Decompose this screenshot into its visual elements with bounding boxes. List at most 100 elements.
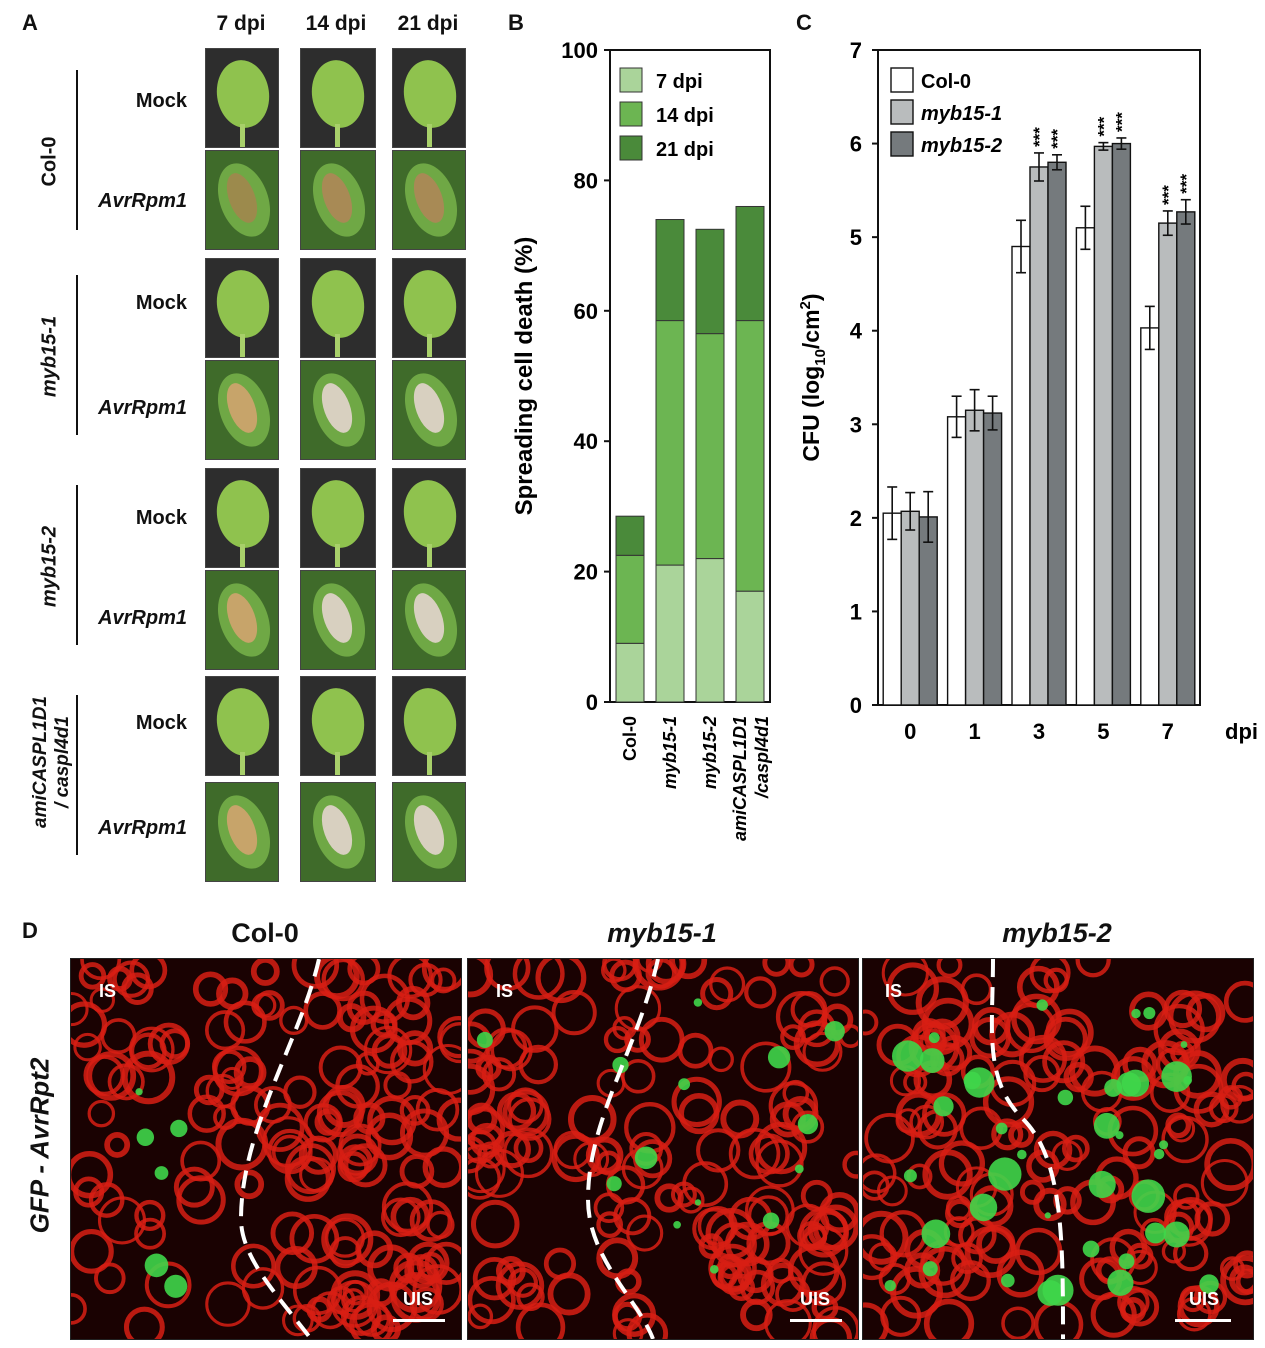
y-axis-label-part: CFU (log xyxy=(798,366,824,462)
gfp-signal xyxy=(1104,1079,1123,1097)
cell-outline xyxy=(775,1276,811,1312)
cell-outline xyxy=(129,1032,167,1070)
gfp-signal xyxy=(673,1220,681,1229)
y-tick-label: 0 xyxy=(850,693,862,718)
micrograph-image xyxy=(71,959,461,1339)
cell-outline xyxy=(601,959,627,984)
cell-outline xyxy=(387,959,433,999)
cell-outline xyxy=(87,1099,116,1128)
gfp-signal xyxy=(634,1146,658,1170)
y-tick-label: 0 xyxy=(586,690,598,715)
cell-outline xyxy=(949,1260,991,1302)
cell-outline xyxy=(755,1139,804,1188)
cell-outline xyxy=(727,1273,756,1302)
legend-label: 7 dpi xyxy=(656,71,703,93)
cell-outline xyxy=(193,1074,225,1106)
cell-outline xyxy=(922,1149,973,1200)
cell-outline xyxy=(612,1318,644,1339)
cell-outline xyxy=(468,1303,494,1330)
cell-outline xyxy=(291,959,340,989)
leaf-photo xyxy=(300,360,376,460)
cell-outline xyxy=(381,1181,434,1233)
uis-label: UIS xyxy=(1189,1289,1220,1309)
cell-outline xyxy=(909,1104,945,1140)
uis-label: UIS xyxy=(403,1289,434,1309)
leaf-photo xyxy=(205,48,279,148)
leaf-petiole xyxy=(335,124,340,147)
gfp-signal xyxy=(1115,1131,1124,1140)
bar-segment xyxy=(735,205,765,322)
cell-outline xyxy=(1179,1285,1207,1313)
bar xyxy=(918,516,938,706)
bar xyxy=(900,510,920,706)
cell-outline xyxy=(230,1085,271,1126)
bar-segment xyxy=(655,219,685,322)
cell-outline xyxy=(1219,1256,1245,1282)
leaf-photo xyxy=(392,360,466,460)
lesion-area xyxy=(226,383,258,433)
leaf-petiole xyxy=(427,544,432,567)
gfp-signal xyxy=(476,1031,493,1048)
cell-outline xyxy=(71,991,89,1027)
gfp-signal xyxy=(1107,1269,1134,1296)
cell-outline xyxy=(938,1140,986,1187)
micro-title-myb15-1: myb15-1 xyxy=(607,918,717,948)
cell-outline xyxy=(880,1295,922,1337)
cell-outline xyxy=(1018,1034,1068,1083)
cell-outline xyxy=(1120,1287,1160,1327)
cell-outline xyxy=(951,1242,983,1275)
cell-outline xyxy=(1168,990,1222,1044)
leaf-photo xyxy=(205,258,279,358)
cell-outline xyxy=(923,1298,975,1339)
treatment-label-mock-1: Mock xyxy=(135,90,187,112)
gfp-signal xyxy=(1153,1148,1165,1160)
cell-outline xyxy=(921,997,975,1051)
gfp-signal xyxy=(762,1212,780,1230)
gfp-signal xyxy=(884,1279,896,1292)
y-tick-label: 1 xyxy=(850,599,862,624)
cell-outline xyxy=(421,959,461,992)
cell-outline xyxy=(1163,989,1203,1029)
cell-outline xyxy=(744,976,777,1009)
treatment-label-mock-4: Mock xyxy=(135,712,187,734)
y-axis-label-part: /cm xyxy=(798,309,824,349)
cell-outline xyxy=(1194,1201,1231,1237)
cell-outline xyxy=(303,1103,343,1143)
cell-outline xyxy=(192,971,229,1007)
gfp-signal xyxy=(919,1048,945,1073)
legend-swatch xyxy=(890,99,914,125)
bar xyxy=(1093,145,1114,706)
legend-label: myb15-1 xyxy=(921,103,1002,125)
leaf-petiole xyxy=(427,124,432,147)
cell-outline xyxy=(231,1243,276,1289)
cell-outline xyxy=(596,1237,639,1280)
bar xyxy=(1176,211,1196,706)
cell-outline xyxy=(780,1024,806,1050)
cell-outline xyxy=(281,1304,314,1337)
lesion-area xyxy=(321,805,353,855)
cell-outline xyxy=(762,959,791,977)
y-tick-label: 5 xyxy=(850,225,862,250)
gfp-signal xyxy=(1161,1061,1192,1092)
cell-outline xyxy=(1029,959,1071,994)
x-category-label-line: amiCASPL1D1 xyxy=(730,716,750,841)
bar-segment xyxy=(695,558,725,703)
cell-outline xyxy=(739,1269,776,1305)
cell-outline xyxy=(709,966,746,1003)
cell-outline xyxy=(336,1133,379,1176)
gfp-signal xyxy=(136,1128,155,1146)
gfp-signal xyxy=(794,1164,804,1174)
gfp-avrrpt2-row-label: GFP - AvrRpt2 xyxy=(24,1057,55,1234)
cell-outline xyxy=(468,1275,516,1325)
x-category-label: myb15-2 xyxy=(700,716,720,789)
cell-outline xyxy=(1173,1183,1200,1210)
cell-outline xyxy=(1001,1306,1035,1339)
lesion-area xyxy=(226,805,258,855)
bar-segment xyxy=(735,590,765,703)
leaf-petiole xyxy=(240,124,245,147)
gfp-signal xyxy=(1000,1273,1015,1288)
leaf-shape xyxy=(403,270,457,338)
time-header-14dpi: 14 dpi xyxy=(305,12,367,35)
cell-outline xyxy=(1019,1179,1046,1205)
